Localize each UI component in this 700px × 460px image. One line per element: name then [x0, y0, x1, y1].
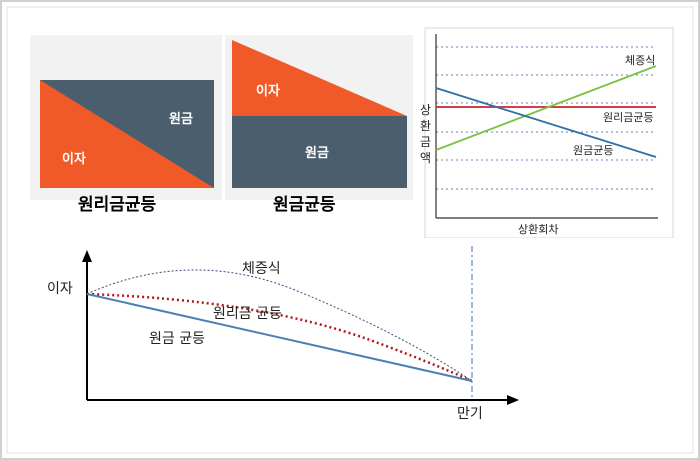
- y-label-char: 환: [420, 119, 431, 133]
- line-equal-principal: [86, 293, 473, 382]
- label-equal-payment: 원리금균등: [603, 111, 654, 124]
- line-equal-principal: [435, 87, 657, 158]
- repayment-chart: 체증식 원리금균등 원금균등 상 환 금 액 상환회차: [420, 27, 674, 239]
- y-label-char: 금: [420, 135, 431, 149]
- y-axis-label: 이자: [47, 281, 73, 297]
- chart-bg: [30, 238, 692, 428]
- interest-label: 이자: [62, 151, 86, 167]
- x-axis-label: 만기: [457, 406, 483, 422]
- x-axis-arrow: [507, 395, 519, 405]
- y-label-char: 액: [420, 151, 431, 165]
- principal-area: [232, 116, 407, 188]
- interest-area: [40, 80, 214, 188]
- panel-equal-payment: 원금 이자 원리금균등: [30, 35, 222, 215]
- label-graduated: 체증식: [625, 54, 655, 67]
- line-graduated: [435, 65, 657, 151]
- curve-equal-payment: [86, 292, 473, 383]
- interest-label: 이자: [256, 83, 280, 99]
- y-axis-arrow: [82, 250, 92, 262]
- curve-graduated: [86, 269, 473, 382]
- interest-chart: 이자 만기 체증식 원리금 균등 원금 균등: [30, 238, 692, 428]
- panel-equal-principal: 이자 원금 원금균등: [225, 35, 413, 215]
- label-equal-principal: 원금 균등: [149, 331, 205, 347]
- label-equal-payment: 원리금 균등: [213, 306, 282, 322]
- panel-title: 원리금균등: [78, 195, 157, 215]
- inner-border: [6, 6, 694, 454]
- panel-title: 원금균등: [273, 195, 336, 215]
- x-axis-label: 상환회차: [518, 223, 558, 236]
- principal-label: 원금: [169, 112, 193, 127]
- interest-area: [232, 40, 407, 116]
- label-equal-principal: 원금균등: [573, 144, 613, 157]
- y-label-char: 상: [420, 103, 431, 117]
- label-graduated: 체증식: [242, 261, 281, 277]
- principal-label: 원금: [305, 146, 329, 161]
